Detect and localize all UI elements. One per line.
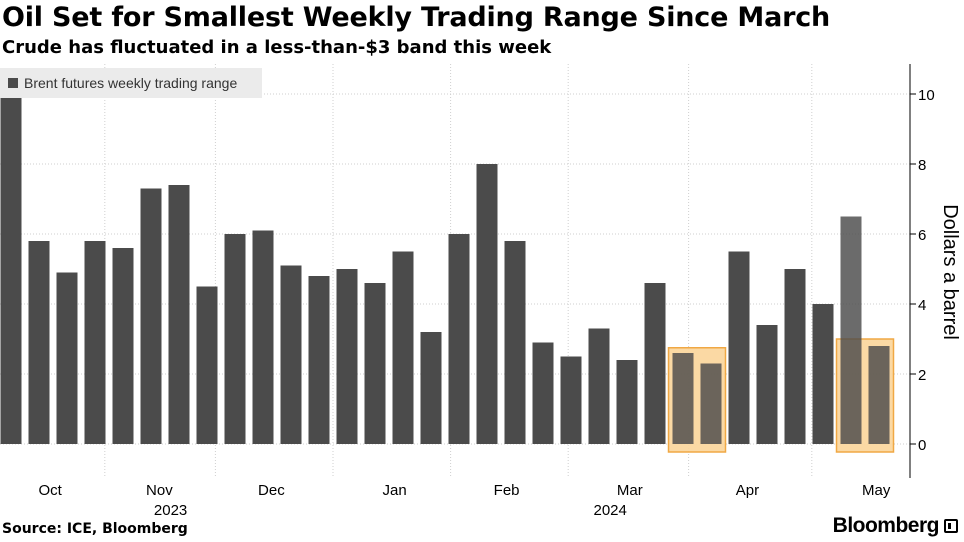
y-tick-label: 8 (918, 157, 926, 174)
x-year-label: 2023 (154, 502, 187, 519)
y-tick-label: 6 (918, 227, 926, 244)
x-month-label: Mar (617, 482, 643, 499)
y-tick-label: 0 (918, 437, 926, 454)
y-tick-label: 4 (918, 297, 926, 314)
x-month-label: Apr (736, 482, 759, 499)
bar (840, 216, 862, 444)
bar (252, 230, 274, 444)
x-month-label: Feb (494, 482, 520, 499)
bar (644, 283, 666, 444)
bar (364, 283, 386, 444)
bar (616, 360, 638, 444)
bar (784, 269, 806, 444)
bar (420, 332, 442, 444)
legend-swatch (8, 78, 18, 88)
bar (28, 241, 50, 444)
chart-title: Oil Set for Smallest Weekly Trading Rang… (2, 2, 831, 33)
x-month-label: Dec (258, 482, 285, 499)
y-axis-title: Dollars a barrel (939, 204, 961, 340)
bar (168, 185, 190, 444)
bar (672, 353, 694, 444)
bar (56, 272, 78, 444)
x-year-label: 2024 (594, 502, 627, 519)
bar (504, 241, 526, 444)
x-month-label: May (862, 482, 891, 499)
legend-label: Brent futures weekly trading range (24, 75, 238, 91)
y-tick-label: 2 (918, 367, 926, 384)
x-month-label: Nov (146, 482, 173, 499)
bloomberg-icon (944, 519, 958, 533)
bar (532, 342, 554, 444)
bar (336, 269, 358, 444)
bar (392, 251, 414, 444)
bloomberg-logo: Bloomberg (833, 514, 958, 538)
bar (84, 241, 106, 444)
bar (224, 234, 246, 444)
bar (560, 356, 582, 444)
source-note: Source: ICE, Bloomberg (2, 521, 188, 537)
bar (448, 234, 470, 444)
y-tick-label: 10 (918, 87, 935, 104)
x-month-label: Jan (383, 482, 407, 499)
bar (588, 328, 610, 444)
chart-subtitle: Crude has fluctuated in a less-than-$3 b… (2, 37, 552, 58)
brand-wordmark: Bloomberg (832, 514, 940, 537)
bar (140, 188, 162, 444)
x-month-label: Oct (39, 482, 63, 499)
bar (728, 251, 750, 444)
bar (196, 286, 218, 444)
bar (308, 276, 330, 444)
bar (112, 248, 134, 444)
chart-legend: Brent futures weekly trading range (0, 68, 262, 98)
bar (280, 265, 302, 444)
bar (868, 346, 890, 444)
bar (812, 304, 834, 444)
bar (0, 97, 22, 444)
bar (476, 164, 498, 444)
bar (756, 325, 778, 444)
bar (700, 363, 722, 444)
